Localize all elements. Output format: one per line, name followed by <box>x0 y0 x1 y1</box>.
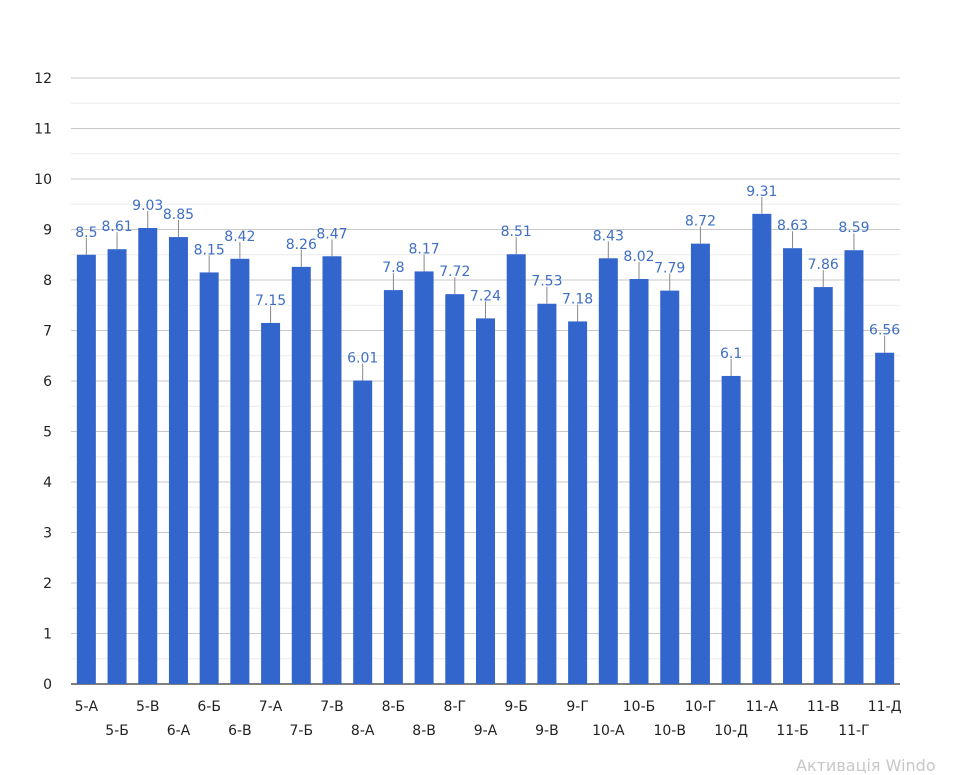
bar <box>875 352 895 684</box>
x-tick-label: 7-А <box>259 699 283 715</box>
y-tick-label: 3 <box>43 526 52 542</box>
bar <box>168 237 188 684</box>
x-tick-label: 10-В <box>653 723 685 739</box>
windows-activation-watermark: Активація Windo <box>796 756 936 775</box>
data-label: 8.59 <box>838 220 869 236</box>
data-label: 6.1 <box>720 346 742 362</box>
data-label: 8.17 <box>409 241 440 257</box>
x-tick-label: 5-А <box>75 699 99 715</box>
x-tick-label: 10-Д <box>714 723 748 739</box>
y-tick-label: 6 <box>43 374 52 390</box>
x-tick-label: 7-В <box>320 699 344 715</box>
x-tick-label: 9-А <box>474 723 498 739</box>
y-tick-label: 2 <box>43 576 52 592</box>
bar <box>199 272 219 684</box>
bar <box>844 250 864 684</box>
bar <box>537 303 557 684</box>
data-label: 8.51 <box>501 224 532 240</box>
y-tick-label: 7 <box>43 324 52 340</box>
bar <box>383 290 403 684</box>
x-tick-label: 11-А <box>746 699 779 715</box>
bar <box>690 243 710 684</box>
x-tick-label: 8-В <box>412 723 436 739</box>
data-label: 6.01 <box>347 350 378 366</box>
bar <box>322 256 342 684</box>
y-tick-label: 12 <box>34 71 52 87</box>
data-label: 8.43 <box>593 228 624 244</box>
data-label: 7.72 <box>439 264 470 280</box>
x-tick-label: 9-Г <box>566 699 589 715</box>
bar <box>414 271 434 684</box>
data-label: 8.63 <box>777 218 808 234</box>
x-tick-label: 7-Б <box>289 723 313 739</box>
data-label: 7.79 <box>654 261 685 277</box>
bar <box>138 227 158 685</box>
y-tick-label: 5 <box>43 425 52 441</box>
x-tick-label: 11-В <box>807 699 839 715</box>
data-label: 7.53 <box>531 274 562 290</box>
x-tick-label: 9-Б <box>504 699 528 715</box>
y-tick-label: 11 <box>34 122 52 138</box>
data-label: 7.15 <box>255 293 286 309</box>
x-tick-label: 5-Б <box>105 723 129 739</box>
data-label: 8.02 <box>623 249 654 265</box>
bar <box>476 318 495 684</box>
data-label: 8.85 <box>163 207 194 223</box>
data-label: 8.61 <box>101 219 132 235</box>
x-tick-label: 11-Д <box>868 699 902 715</box>
bar <box>568 321 588 684</box>
x-tick-label: 5-В <box>136 699 160 715</box>
x-tick-label: 9-В <box>535 723 559 739</box>
bar <box>660 290 680 684</box>
x-tick-label: 11-Б <box>776 723 808 739</box>
bar <box>783 248 803 684</box>
x-tick-label: 11-Г <box>838 723 869 739</box>
x-tick-label: 6-А <box>167 723 191 739</box>
y-tick-label: 10 <box>34 172 52 188</box>
x-tick-label: 6-В <box>228 723 252 739</box>
data-label: 8.72 <box>685 214 716 230</box>
bar <box>813 287 833 684</box>
data-label: 8.5 <box>75 225 97 241</box>
x-tick-label: 10-Б <box>623 699 655 715</box>
y-tick-label: 0 <box>43 677 52 693</box>
x-tick-label: 8-А <box>351 723 375 739</box>
x-tick-label: 8-Г <box>444 699 467 715</box>
y-tick-label: 9 <box>43 223 52 239</box>
bar <box>506 254 526 684</box>
bar <box>445 294 465 684</box>
data-label: 8.47 <box>316 226 347 242</box>
data-label: 9.31 <box>746 184 777 200</box>
bar <box>76 254 96 684</box>
data-label: 9.03 <box>132 198 163 214</box>
x-tick-label: 6-Б <box>197 699 221 715</box>
x-tick-label: 10-Г <box>685 699 716 715</box>
y-tick-label: 4 <box>43 475 52 491</box>
bar <box>598 258 618 684</box>
data-label: 7.86 <box>808 257 839 273</box>
x-tick-label: 10-А <box>592 723 625 739</box>
bar <box>629 278 649 684</box>
bar <box>353 380 373 684</box>
bar <box>752 213 772 684</box>
data-label: 8.42 <box>224 229 255 245</box>
data-label: 8.26 <box>286 237 317 253</box>
y-tick-label: 8 <box>43 273 52 289</box>
data-label: 8.15 <box>194 242 225 258</box>
data-label: 6.56 <box>869 323 900 339</box>
bar <box>291 266 311 684</box>
bar <box>261 322 281 684</box>
data-label: 7.24 <box>470 288 501 304</box>
data-label: 7.18 <box>562 291 593 307</box>
bar <box>230 258 250 684</box>
y-tick-label: 1 <box>43 627 52 643</box>
data-label: 7.8 <box>382 260 404 276</box>
bar <box>721 375 741 684</box>
x-tick-label: 8-Б <box>382 699 406 715</box>
bar <box>107 249 127 684</box>
